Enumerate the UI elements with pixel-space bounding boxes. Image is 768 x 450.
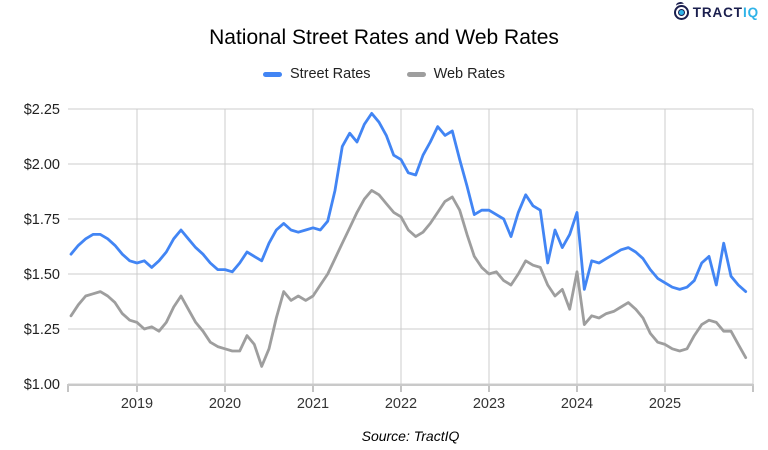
tractiq-logo: TRACTIQ <box>673 1 759 20</box>
logo-text-secondary: IQ <box>742 5 759 20</box>
web-rates-swatch <box>406 71 426 77</box>
x-axis-label: 2020 <box>209 396 241 412</box>
x-axis-label: 2023 <box>473 396 505 412</box>
x-axis-label: 2019 <box>121 396 153 412</box>
web-rates-line <box>69 188 748 368</box>
legend-item-street-rates: Street Rates <box>262 66 371 82</box>
chart-title: National Street Rates and Web Rates <box>209 26 559 49</box>
y-axis-label: $1.50 <box>24 267 60 283</box>
y-axis-label: $1.00 <box>24 377 60 393</box>
y-axis-label: $2.25 <box>24 102 60 118</box>
y-axis-label: $1.75 <box>24 212 60 228</box>
street-rates-swatch <box>262 71 282 77</box>
x-axis-label: 2021 <box>297 396 329 412</box>
logo-text: TRACTIQ <box>693 5 759 20</box>
tractiq-target-icon <box>673 1 689 20</box>
legend-label: Web Rates <box>433 66 506 82</box>
legend-item-web-rates: Web Rates <box>406 66 506 82</box>
x-axis-label: 2025 <box>649 396 681 412</box>
x-axis-label: 2024 <box>561 396 593 412</box>
y-axis-label: $1.25 <box>24 322 60 338</box>
source-attribution: Source: TractIQ <box>361 428 460 444</box>
y-axis-label: $2.00 <box>24 157 60 173</box>
x-axis-label: 2022 <box>385 396 417 412</box>
chart-legend: Street Rates Web Rates <box>0 66 768 82</box>
street-rates-line <box>69 112 748 294</box>
logo-center-dot <box>677 9 685 16</box>
legend-label: Street Rates <box>289 66 371 82</box>
logo-text-primary: TRACT <box>692 5 743 20</box>
